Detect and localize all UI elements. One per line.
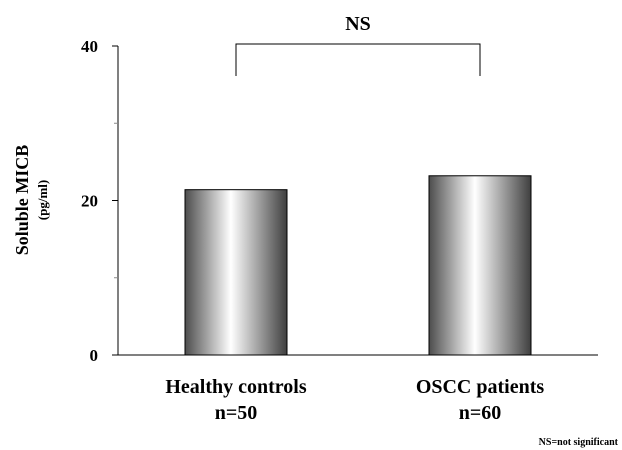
category-sublabel: n=60 [459, 402, 502, 424]
y-tick-label: 20 [81, 192, 98, 211]
category-sublabel: n=50 [215, 402, 258, 424]
y-axis-unit: (pg/ml) [35, 180, 50, 220]
bracket-line [235, 43, 481, 76]
bars [184, 175, 532, 356]
significance-bracket: NS [235, 13, 481, 76]
y-ticks: 0 20 40 [81, 37, 118, 365]
y-tick-label: 0 [90, 346, 99, 365]
category-label: Healthy controls [165, 376, 307, 398]
y-tick-label: 40 [81, 37, 98, 56]
significance-label: NS [345, 13, 371, 35]
category-labels: Healthy controls n=50 OSCC patients n=60 [165, 376, 544, 424]
bar-oscc-patients [428, 175, 532, 356]
footnote: NS=not significant [539, 437, 619, 448]
bar-healthy-controls [184, 189, 288, 356]
y-axis-title: Soluble MICB (pg/ml) [12, 145, 50, 256]
y-axis-label: Soluble MICB [12, 145, 32, 256]
category-label: OSCC patients [416, 376, 545, 398]
